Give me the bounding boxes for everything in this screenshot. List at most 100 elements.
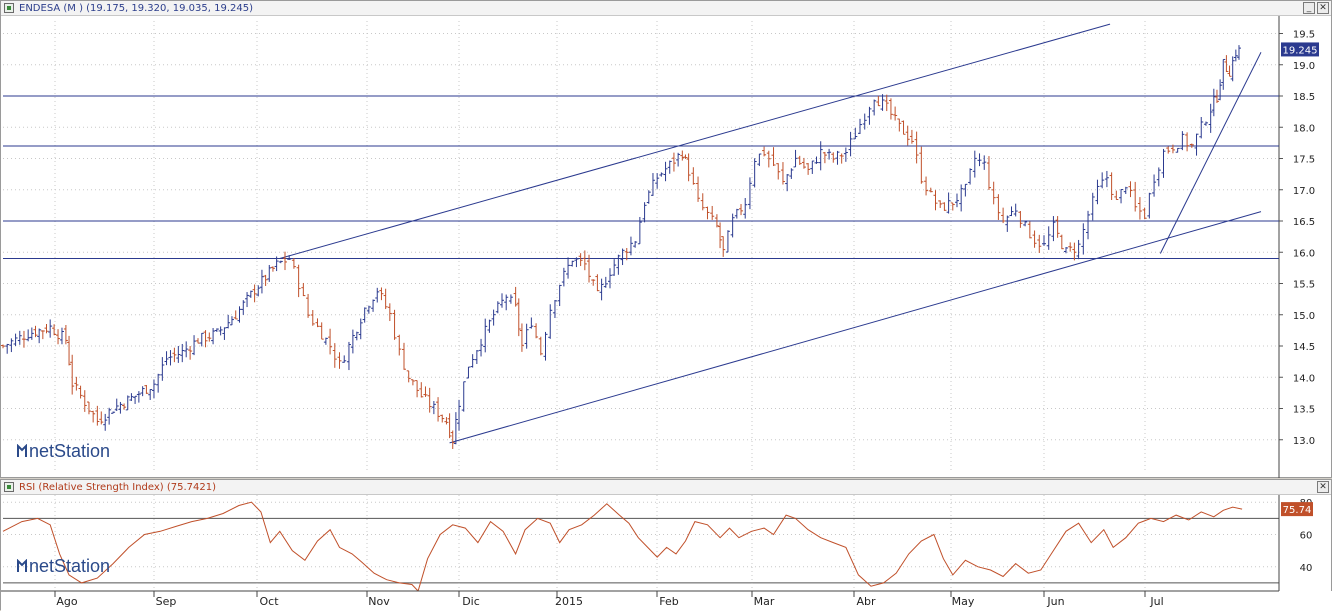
ohlc-bar (192, 335, 197, 356)
ohlc-bar (366, 305, 371, 314)
ohlc-bar (771, 147, 776, 167)
ohlc-bar (884, 94, 889, 112)
ohlc-bar (180, 343, 185, 363)
ohlc-bar (642, 202, 647, 223)
x-tick-label: Nov (368, 595, 390, 608)
ohlc-bar (591, 279, 596, 286)
y-tick-label: 17.0 (1293, 186, 1315, 197)
ohlc-bar (954, 193, 959, 208)
rsi-last-label-bg (1281, 502, 1313, 517)
ohlc-bar (487, 319, 492, 333)
ohlc-bar (67, 335, 72, 366)
rsi-panel-title: RSI (Relative Strength Index) (75.7421) (19, 482, 217, 493)
ohlc-bar (867, 106, 872, 125)
ohlc-bar (252, 284, 257, 303)
ohlc-bar (431, 401, 436, 415)
price-panel-toggle-checkbox[interactable] (4, 3, 14, 13)
ohlc-bar (950, 202, 955, 211)
ohlc-bar (151, 379, 156, 399)
rsi-last-label: 75.74 (1283, 505, 1312, 516)
ohlc-bar (827, 148, 832, 160)
ohlc-bar (1072, 242, 1077, 261)
ohlc-bar (1189, 143, 1194, 148)
ohlc-bar (646, 190, 651, 204)
ohlc-bar (680, 150, 685, 161)
ohlc-bar (1233, 49, 1238, 62)
ohlc-bar (599, 278, 604, 301)
ohlc-bar (40, 330, 45, 340)
ohlc-bar (1133, 181, 1138, 212)
ohlc-bar (270, 266, 275, 272)
ohlc-bar (968, 168, 973, 185)
x-axis-band (1, 591, 1332, 611)
ohlc-bar (776, 163, 781, 180)
ohlc-bar (383, 288, 388, 310)
ohlc-bar (129, 393, 134, 401)
ohlc-bar (195, 338, 200, 344)
ohlc-bar (880, 94, 885, 111)
ohlc-bar (793, 149, 798, 168)
ohlc-bar (1123, 186, 1128, 195)
ohlc-bar (358, 318, 363, 340)
ohlc-bar (612, 259, 617, 276)
ohlc-bar (1041, 235, 1046, 246)
price-chart[interactable]: 13.0 13.5 14.0 14.5 15.0 15.5 16.0 16.5 17.0 17.5… (1, 16, 1332, 478)
rsi-close-button[interactable]: ✕ (1317, 481, 1329, 493)
ohlc-bar (291, 258, 296, 269)
netstation-logo-rsi: netStation (17, 556, 110, 577)
ohlc-bar (578, 253, 583, 267)
rsi-chart[interactable]: 40608075.74AgoSepOctNovDic2015FebMarAbrM… (1, 495, 1332, 611)
ohlc-bar (427, 387, 432, 413)
ohlc-bar (982, 155, 987, 170)
rsi-panel-toggle-checkbox[interactable] (4, 482, 14, 492)
minimize-button[interactable]: _ (1303, 2, 1315, 14)
ohlc-bar (118, 401, 123, 414)
ohlc-bar (691, 167, 696, 185)
x-tick-label: Jun (1046, 595, 1064, 608)
ohlc-bar (48, 319, 53, 338)
ohlc-bar (319, 322, 324, 340)
ohlc-bar (354, 331, 359, 341)
ohlc-bar (1013, 203, 1018, 217)
ohlc-bar (628, 236, 633, 256)
ohlc-bar (56, 329, 61, 345)
ohlc-bar (1156, 167, 1161, 187)
close-button[interactable]: ✕ (1317, 2, 1329, 14)
ohlc-bar (557, 284, 562, 307)
ohlc-bar (655, 173, 660, 189)
ohlc-bar (924, 176, 929, 196)
ohlc-bar (160, 357, 165, 381)
ohlc-bar (125, 395, 130, 411)
ohlc-bar (570, 260, 575, 267)
ohlc-bar (136, 391, 141, 403)
ohlc-bar (637, 216, 642, 245)
ohlc-bar (905, 125, 910, 146)
ohlc-bar (789, 168, 794, 179)
ohlc-bar (466, 366, 471, 379)
rsi-y-tick-label: 60 (1300, 531, 1313, 542)
ohlc-bar (705, 206, 710, 220)
ohlc-bar (1009, 206, 1014, 217)
ohlc-bar (133, 395, 138, 404)
ohlc-bar (919, 146, 924, 184)
ohlc-bar (938, 200, 943, 209)
ohlc-bar (91, 410, 96, 423)
ohlc-bar (74, 376, 79, 391)
ohlc-bar (1152, 174, 1157, 197)
netstation-logo-text: netStation (29, 441, 111, 461)
ohlc-bar (858, 118, 863, 134)
ohlc-bar (835, 150, 840, 165)
ohlc-bar (168, 350, 173, 366)
ohlc-bar (457, 399, 462, 431)
ohlc-bar (1114, 190, 1119, 201)
ohlc-bar (818, 141, 823, 171)
ohlc-bar (1, 344, 5, 349)
ohlc-bar (721, 236, 726, 257)
ohlc-bar (1081, 223, 1086, 255)
ohlc-bar (278, 260, 283, 264)
ohlc-bar (524, 323, 529, 349)
x-tick-label: Sep (156, 595, 177, 608)
price-panel-title: ENDESA (M ) (19.175, 19.320, 19.035, 19.… (19, 3, 253, 14)
x-tick-label: May (952, 595, 975, 608)
ohlc-bar (342, 355, 347, 363)
